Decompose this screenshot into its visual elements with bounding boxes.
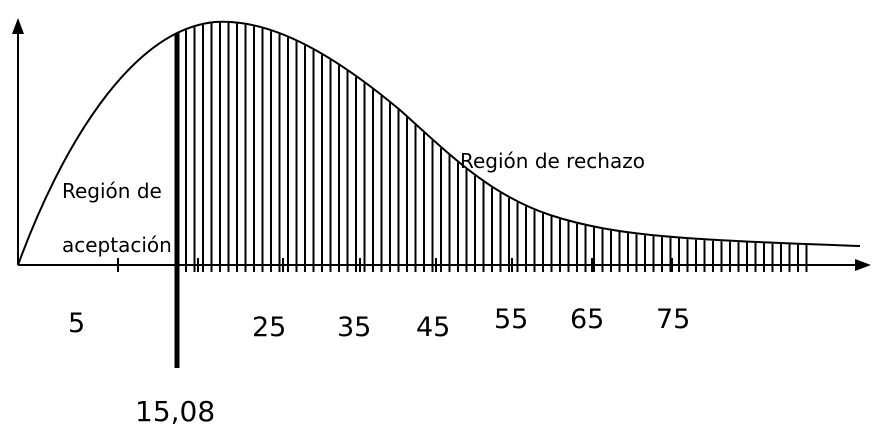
tick-label: 25: [252, 312, 286, 343]
tick-label: 55: [494, 304, 528, 335]
density-curve: [17, 20, 861, 266]
tick-label: 65: [570, 304, 604, 335]
tick-label: 45: [416, 312, 450, 343]
acceptance-region-label-line2: aceptación: [62, 233, 172, 257]
critical-value-label: 15,08: [135, 395, 215, 428]
tick-label: 5: [68, 308, 85, 339]
rejection-region-label: Región de rechazo: [460, 149, 645, 173]
x-axis-ticks: [117, 258, 673, 272]
tick-label: 35: [337, 312, 371, 343]
rejection-region-hatching: [185, 22, 808, 272]
tick-label: 75: [656, 304, 690, 335]
y-axis-arrow: [12, 18, 24, 34]
x-axis-arrow: [855, 259, 871, 271]
acceptance-region-label-line1: Región de: [62, 179, 162, 203]
